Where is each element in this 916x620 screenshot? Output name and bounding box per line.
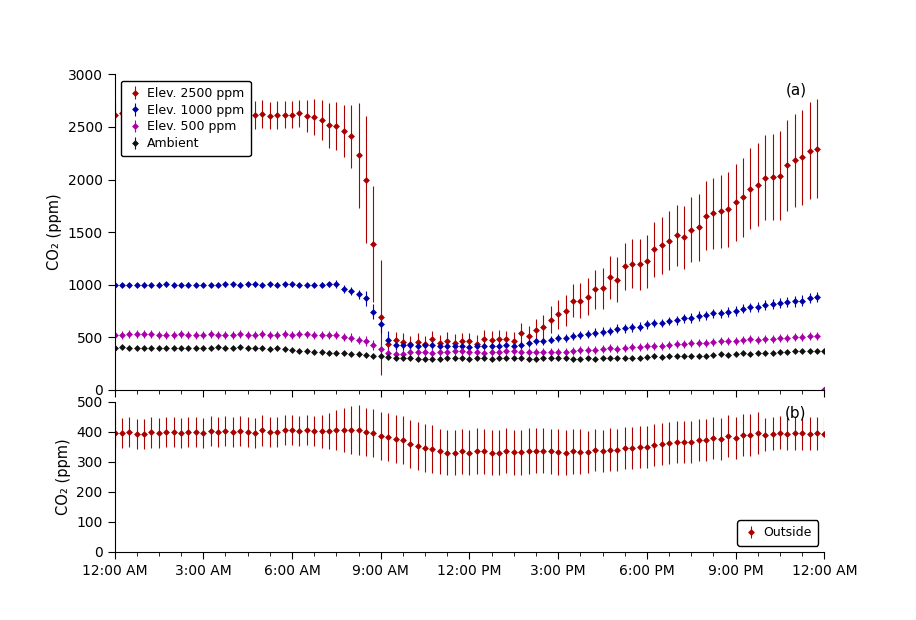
- Legend: Elev. 2500 ppm, Elev. 1000 ppm, Elev. 500 ppm, Ambient: Elev. 2500 ppm, Elev. 1000 ppm, Elev. 50…: [121, 81, 250, 156]
- Legend: Outside: Outside: [737, 520, 818, 546]
- Y-axis label: CO₂ (ppm): CO₂ (ppm): [47, 194, 62, 270]
- Text: (a): (a): [786, 82, 807, 97]
- Y-axis label: CO₂ (ppm): CO₂ (ppm): [56, 438, 71, 515]
- Text: (b): (b): [785, 405, 807, 420]
